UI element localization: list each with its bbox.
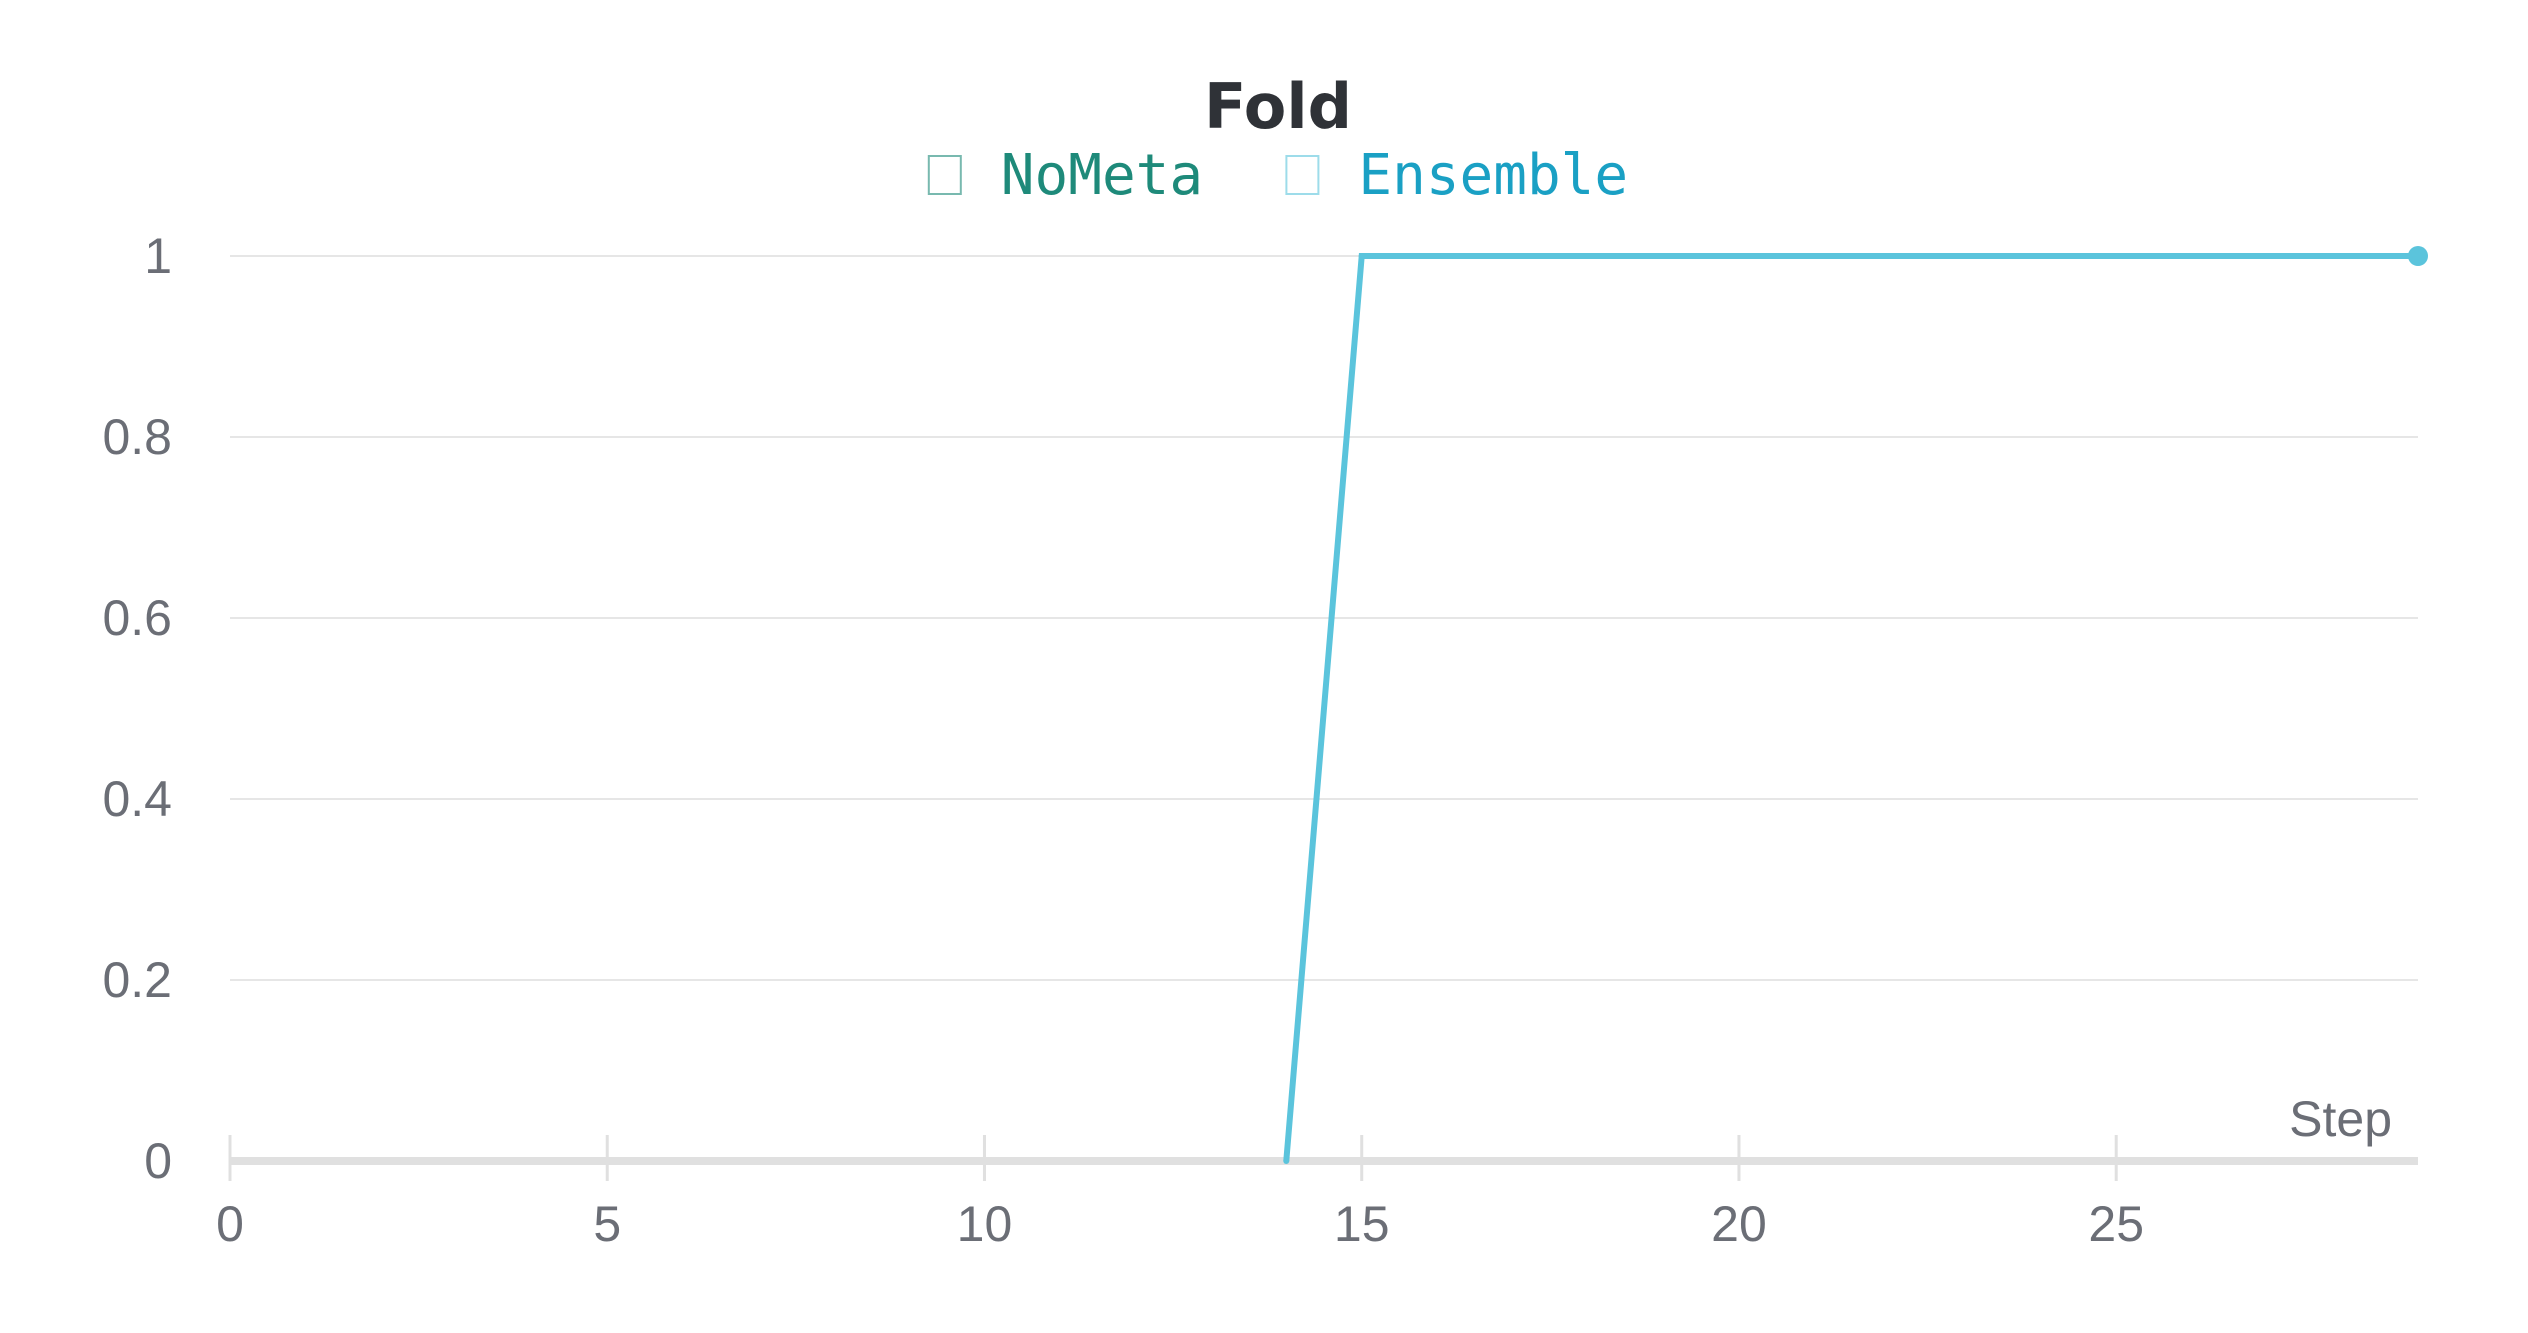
grid-layer: [230, 255, 2418, 981]
series-end-marker: [2408, 246, 2428, 266]
chart-title: Fold: [1204, 70, 1352, 143]
y-tick-label: 0: [144, 1133, 172, 1189]
axis-layer: [228, 1135, 2418, 1181]
data-point: [1358, 253, 1365, 259]
y-tick-label: 0.8: [102, 409, 172, 465]
y-tick-label: 0.2: [102, 952, 172, 1008]
legend-swatch-ensemble: [1285, 155, 1320, 195]
x-tick-label: 15: [1334, 1196, 1390, 1252]
y-tick-label: 0.6: [102, 590, 172, 646]
legend-label-nometa: NoMeta: [1001, 143, 1203, 208]
x-tick-label: 0: [216, 1196, 244, 1252]
y-tick-label: 1: [144, 228, 172, 284]
x-tick-label: 10: [957, 1196, 1013, 1252]
data-point: [1283, 1158, 1290, 1164]
series-layer: [1283, 246, 2428, 1164]
x-tick-label: 20: [1711, 1196, 1767, 1252]
y-tick-label: 0.4: [102, 771, 172, 827]
series-line-ensemble: [1283, 253, 2418, 1162]
legend-label-ensemble: Ensemble: [1358, 143, 1628, 208]
legend-swatch-nometa: [927, 155, 962, 195]
x-axis-title: Step: [2289, 1091, 2392, 1147]
label-layer: 00.20.40.60.810 5 10 15 20 25: [102, 228, 2144, 1252]
x-tick-label: 25: [2088, 1196, 2144, 1252]
x-tick-label: 5: [593, 1196, 621, 1252]
legend: NoMeta Ensemble: [927, 143, 1628, 208]
